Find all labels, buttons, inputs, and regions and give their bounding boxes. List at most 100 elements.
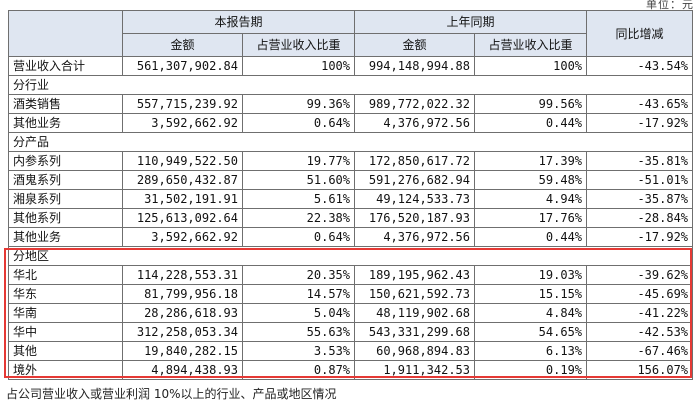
section-title: 分行业	[7, 75, 694, 95]
prev-amount: 60,968,894.83	[354, 341, 476, 361]
prev-amount: 989,772,022.32	[354, 94, 476, 114]
row-label: 内参系列	[8, 151, 123, 171]
header-share: 占营业收入比重	[241, 33, 356, 57]
cur-amount: 28,286,618.93	[122, 303, 243, 323]
prev-amount: 172,850,617.72	[354, 151, 476, 171]
yoy: -35.81%	[586, 151, 694, 171]
table-row: 其他 19,840,282.15 3.53% 60,968,894.83 6.1…	[8, 341, 694, 361]
prev-amount: 994,148,994.88	[354, 56, 476, 76]
section-region: 分地区	[7, 246, 694, 266]
section-title: 分产品	[7, 132, 694, 152]
table-row: 华南 28,286,618.93 5.04% 48,119,902.68 4.8…	[8, 303, 694, 323]
cur-amount: 81,799,956.18	[122, 284, 243, 304]
header-prior-period: 上年同期	[354, 10, 588, 34]
prev-share: 6.13%	[474, 341, 588, 361]
cur-amount: 557,715,239.92	[122, 94, 243, 114]
section-product: 分产品	[7, 132, 694, 152]
table-row: 华东 81,799,956.18 14.57% 150,621,592.73 1…	[8, 284, 694, 304]
prev-share: 4.84%	[474, 303, 588, 323]
table-row: 湘泉系列 31,502,191.91 5.61% 49,124,533.73 4…	[8, 189, 694, 209]
prev-share: 0.44%	[474, 227, 588, 247]
cur-share: 22.38%	[241, 208, 356, 228]
header-amount: 金额	[122, 33, 243, 57]
total-row: 营业收入合计 561,307,902.84 100% 994,148,994.8…	[8, 56, 694, 76]
prev-amount: 4,376,972.56	[354, 227, 476, 247]
prev-amount: 543,331,299.68	[354, 322, 476, 342]
section-title: 分地区	[7, 246, 694, 266]
prev-amount: 189,195,962.43	[354, 265, 476, 285]
table-row: 境外 4,894,438.93 0.87% 1,911,342.53 0.19%…	[8, 360, 694, 380]
cur-share: 20.35%	[241, 265, 356, 285]
cur-share: 100%	[241, 56, 356, 76]
cur-amount: 3,592,662.92	[122, 227, 243, 247]
revenue-table: 本报告期 上年同期 同比增减 金额 占营业收入比重 金额 占营业收入比重 营业收…	[7, 10, 694, 380]
prev-share: 15.15%	[474, 284, 588, 304]
cur-amount: 561,307,902.84	[122, 56, 243, 76]
prev-share: 99.56%	[474, 94, 588, 114]
table-row: 华北 114,228,553.31 20.35% 189,195,962.43 …	[8, 265, 694, 285]
prev-amount: 4,376,972.56	[354, 113, 476, 133]
cur-share: 0.87%	[241, 360, 356, 380]
cur-share: 0.64%	[241, 227, 356, 247]
prev-share: 100%	[474, 56, 588, 76]
section-industry: 分行业	[7, 75, 694, 95]
prev-amount: 1,911,342.53	[354, 360, 476, 380]
row-label: 酒鬼系列	[8, 170, 123, 190]
yoy: -45.69%	[586, 284, 694, 304]
table-row: 华中 312,258,053.34 55.63% 543,331,299.68 …	[8, 322, 694, 342]
header-yoy-change: 同比增减	[586, 10, 694, 57]
yoy: -17.92%	[586, 113, 694, 133]
cur-amount: 312,258,053.34	[122, 322, 243, 342]
header-amount-prior: 金额	[354, 33, 476, 57]
yoy: -28.84%	[586, 208, 694, 228]
cur-share: 3.53%	[241, 341, 356, 361]
table-row: 酒类销售 557,715,239.92 99.36% 989,772,022.3…	[8, 94, 694, 114]
table-header-row-1: 本报告期 上年同期 同比增减	[8, 10, 694, 57]
cur-amount: 3,592,662.92	[122, 113, 243, 133]
yoy: -42.53%	[586, 322, 694, 342]
prev-share: 0.19%	[474, 360, 588, 380]
cur-share: 14.57%	[241, 284, 356, 304]
yoy: 156.07%	[586, 360, 694, 380]
row-label: 其他业务	[8, 113, 123, 133]
prev-amount: 176,520,187.93	[354, 208, 476, 228]
yoy: -41.22%	[586, 303, 694, 323]
row-label: 境外	[8, 360, 123, 380]
row-label: 华南	[8, 303, 123, 323]
table-row: 酒鬼系列 289,650,432.87 51.60% 591,276,682.9…	[8, 170, 694, 190]
prev-amount: 49,124,533.73	[354, 189, 476, 209]
yoy: -39.62%	[586, 265, 694, 285]
row-label: 华中	[8, 322, 123, 342]
unit-note: 单位：元	[646, 0, 694, 11]
cur-share: 51.60%	[241, 170, 356, 190]
cur-share: 0.64%	[241, 113, 356, 133]
cur-share: 19.77%	[241, 151, 356, 171]
cur-amount: 4,894,438.93	[122, 360, 243, 380]
prev-share: 54.65%	[474, 322, 588, 342]
table-row: 其他业务 3,592,662.92 0.64% 4,376,972.56 0.4…	[8, 227, 694, 247]
row-label: 其他系列	[8, 208, 123, 228]
cur-share: 5.04%	[241, 303, 356, 323]
cur-amount: 31,502,191.91	[122, 189, 243, 209]
yoy: -17.92%	[586, 227, 694, 247]
cur-amount: 125,613,092.64	[122, 208, 243, 228]
table-row: 其他业务 3,592,662.92 0.64% 4,376,972.56 0.4…	[8, 113, 694, 133]
row-label: 华东	[8, 284, 123, 304]
cur-amount: 114,228,553.31	[122, 265, 243, 285]
row-label: 酒类销售	[8, 94, 123, 114]
table-row: 其他系列 125,613,092.64 22.38% 176,520,187.9…	[8, 208, 694, 228]
cur-share: 5.61%	[241, 189, 356, 209]
cur-amount: 110,949,522.50	[122, 151, 243, 171]
prev-share: 17.76%	[474, 208, 588, 228]
header-share-prior: 占营业收入比重	[474, 33, 588, 57]
cur-amount: 19,840,282.15	[122, 341, 243, 361]
row-label: 营业收入合计	[8, 56, 123, 76]
cur-share: 55.63%	[241, 322, 356, 342]
yoy: -43.54%	[586, 56, 694, 76]
yoy: -43.65%	[586, 94, 694, 114]
yoy: -51.01%	[586, 170, 694, 190]
header-current-period: 本报告期	[121, 10, 356, 34]
yoy: -35.87%	[586, 189, 694, 209]
prev-share: 0.44%	[474, 113, 588, 133]
